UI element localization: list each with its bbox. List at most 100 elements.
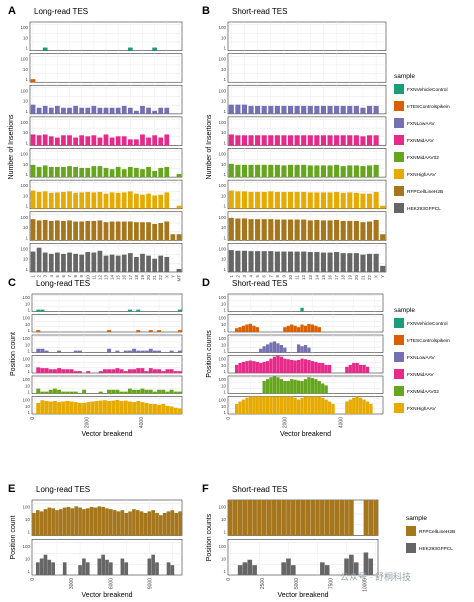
bar <box>255 251 261 272</box>
bar <box>345 366 349 373</box>
bar <box>82 389 87 394</box>
bar <box>286 359 290 373</box>
bar <box>140 105 145 114</box>
y-tick-label: 100 <box>218 120 226 125</box>
bar <box>324 500 330 536</box>
bar <box>290 324 294 332</box>
bar <box>48 192 54 209</box>
bar <box>146 193 151 209</box>
bar <box>373 219 379 241</box>
bar <box>287 219 294 241</box>
bar <box>366 253 373 272</box>
bar <box>291 565 296 575</box>
bar <box>152 391 157 394</box>
panel-letter: A <box>8 5 16 17</box>
x-tick-label: 21 <box>360 275 365 281</box>
bar <box>353 220 359 241</box>
bar <box>237 565 243 575</box>
y-tick-label: 10 <box>221 67 227 72</box>
bar <box>120 510 125 536</box>
bar <box>61 135 66 146</box>
panel-title: Short-read TES <box>232 485 287 494</box>
bar <box>380 265 386 272</box>
bar <box>265 344 270 353</box>
x-tick-label: 2500 <box>260 578 266 589</box>
y-tick-label: 1 <box>223 77 226 82</box>
bar <box>140 350 145 353</box>
bar <box>294 191 300 209</box>
bar <box>353 165 359 178</box>
bar <box>98 400 103 414</box>
bar <box>248 323 253 332</box>
bar <box>255 219 261 241</box>
bar <box>327 401 332 414</box>
bar <box>314 219 320 241</box>
facet-fxnmidaav: 1 10 100 <box>218 116 387 146</box>
bar <box>90 401 95 414</box>
legend-label: FXNMidAAV02 <box>407 155 439 161</box>
bar <box>169 350 174 353</box>
bar <box>281 105 287 114</box>
watermark-text: 公众号 · 舒桐科技 <box>340 571 411 582</box>
facet-fxnvehiclecontrol: 1 10 100 <box>218 21 387 51</box>
facet-frame <box>227 293 384 312</box>
bar <box>255 361 259 373</box>
bar <box>134 139 139 146</box>
panel-f: F Short-read TES 1 10 100 1 10 100 Position coun… <box>202 483 379 599</box>
bar <box>51 508 55 536</box>
bar <box>290 396 294 414</box>
bar <box>164 166 170 178</box>
y-tick-label: 10 <box>221 193 227 198</box>
bar <box>97 220 103 241</box>
bar <box>296 360 301 373</box>
bar <box>48 253 54 272</box>
bar <box>279 356 284 373</box>
bar <box>281 251 287 272</box>
bar <box>67 252 72 272</box>
facet-hek293gfpcl: 1 10 100 <box>218 539 379 576</box>
bar <box>136 309 141 312</box>
bar <box>69 369 74 373</box>
bar <box>170 510 175 536</box>
panel-title: Long-read TES <box>36 279 90 288</box>
bar <box>228 217 234 241</box>
bar <box>327 165 333 178</box>
y-tick-label: 10 <box>221 342 227 347</box>
bar <box>255 105 261 114</box>
y-tick-label: 10 <box>23 67 29 72</box>
bar <box>36 388 41 394</box>
bar <box>300 397 304 414</box>
y-tick-label: 10 <box>23 257 29 262</box>
bar <box>54 220 60 241</box>
facet-frame <box>227 84 387 115</box>
y-tick-label: 100 <box>218 377 226 382</box>
bar <box>261 500 267 536</box>
bar <box>228 163 234 178</box>
bar <box>162 512 167 536</box>
bar <box>235 250 241 272</box>
bar <box>36 107 42 114</box>
y-tick-label: 100 <box>22 295 30 300</box>
bar <box>78 507 82 536</box>
x-tick-label: 18 <box>134 275 139 281</box>
legend-swatch <box>394 335 404 345</box>
bar <box>307 105 313 114</box>
bar <box>303 396 308 414</box>
y-tick-label: 10 <box>221 301 227 306</box>
legend-swatch <box>394 352 404 362</box>
bar <box>85 562 90 575</box>
bar <box>303 325 308 332</box>
y-tick-label: 1 <box>223 204 226 209</box>
bar <box>132 402 137 414</box>
bar <box>109 137 115 146</box>
bar <box>69 391 74 394</box>
bar <box>261 191 267 209</box>
legend-swatch <box>394 118 404 128</box>
bar <box>294 105 300 114</box>
facet-frame <box>31 355 183 374</box>
bar <box>93 507 98 536</box>
bar <box>334 191 340 209</box>
bar <box>235 135 241 146</box>
bar <box>320 165 327 178</box>
